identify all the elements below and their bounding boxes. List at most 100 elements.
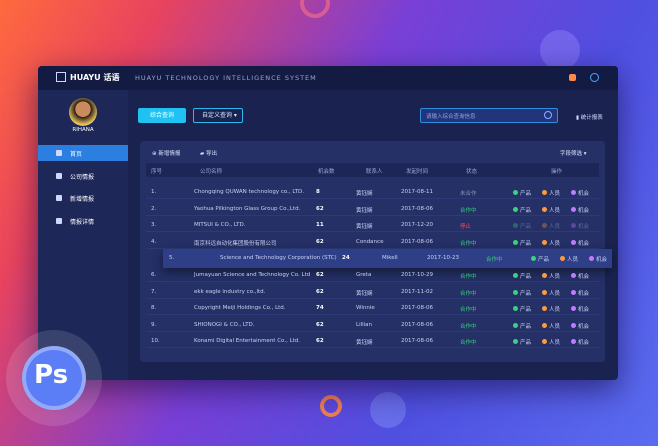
action-label[interactable]: 机会 (578, 290, 590, 297)
action-label[interactable]: 产品 (520, 224, 532, 231)
action-label[interactable]: 机会 (578, 191, 590, 197)
action-label[interactable]: 人员 (549, 323, 561, 330)
action-label[interactable]: 产品 (538, 257, 550, 264)
action-dot[interactable] (542, 206, 547, 212)
menu-icon (56, 150, 62, 156)
action-dot[interactable] (571, 306, 576, 312)
menu-item[interactable]: 情报详情 (70, 218, 95, 226)
search-icon[interactable] (544, 111, 552, 119)
action-dot[interactable] (542, 190, 547, 195)
action-label[interactable]: 人员 (549, 290, 561, 297)
action-dot[interactable] (513, 322, 518, 328)
cell: 合作中 (460, 323, 477, 330)
action-label[interactable]: 人员 (549, 191, 561, 197)
action-dot[interactable] (571, 190, 576, 195)
action-dot[interactable] (513, 273, 518, 278)
action-dot[interactable] (571, 339, 576, 345)
logo-text: HUAYU (70, 73, 101, 82)
cell: 2017-11-02 (401, 288, 433, 295)
row-divider (146, 214, 599, 216)
action-dot[interactable] (542, 322, 547, 328)
action-dot[interactable] (571, 206, 576, 212)
action-dot[interactable] (542, 239, 547, 245)
action-label[interactable]: 产品 (520, 274, 532, 280)
action-dot[interactable] (589, 256, 594, 262)
cell: 8. (151, 305, 157, 312)
action-dot[interactable] (571, 273, 576, 278)
action-dot[interactable] (513, 190, 518, 195)
action-dot[interactable] (531, 256, 536, 262)
action-dot[interactable] (542, 339, 547, 345)
filter-button[interactable]: 字段筛选 ▾ (560, 151, 587, 157)
action-label[interactable]: 人员 (567, 257, 579, 264)
action-label[interactable]: 人员 (549, 340, 561, 347)
action-label[interactable]: 产品 (520, 290, 532, 297)
cell: 停止 (460, 224, 472, 231)
action-label[interactable]: 机会 (578, 224, 590, 231)
action-label[interactable]: 产品 (520, 207, 532, 214)
menu-item[interactable]: 公司情报 (70, 173, 95, 181)
action-dot[interactable] (513, 239, 518, 245)
action-dot[interactable] (513, 306, 518, 312)
search-box[interactable] (420, 108, 558, 123)
cell: 62 (316, 238, 324, 245)
action-dot[interactable] (513, 289, 518, 295)
cell: 1. (151, 189, 157, 195)
cell: 2017-08-06 (401, 205, 433, 212)
action-label[interactable]: 产品 (520, 191, 532, 197)
action-label[interactable]: 产品 (520, 323, 532, 330)
cell: 黄钰娴 (356, 290, 373, 297)
custom-query-label: 自定义查询 (202, 112, 233, 119)
action-dot[interactable] (571, 289, 576, 295)
action-label[interactable]: 人员 (549, 274, 561, 280)
report-link[interactable]: ▮ 统计报表 (576, 115, 603, 121)
action-label[interactable]: 机会 (578, 240, 590, 247)
action-dot[interactable] (560, 256, 565, 262)
cell: 2017-08-06 (401, 305, 433, 312)
export-label: 导出 (205, 151, 217, 157)
action-dot[interactable] (542, 306, 547, 312)
action-dot[interactable] (513, 223, 518, 229)
cell: Science and Technology Corporation (STC) (220, 255, 337, 262)
action-label[interactable]: 机会 (578, 207, 590, 214)
cell: Winnie (356, 305, 375, 312)
action-dot[interactable] (513, 206, 518, 212)
action-dot[interactable] (542, 223, 547, 229)
action-label[interactable]: 机会 (596, 257, 608, 264)
add-button[interactable]: ⊕ 新增情报 (152, 151, 181, 157)
column-header: 操作 (551, 169, 563, 175)
export-button[interactable]: ▰ 导出 (200, 151, 217, 157)
action-dot[interactable] (542, 273, 547, 278)
menu-item[interactable]: 新增情报 (70, 196, 95, 203)
cell: 2017-10-29 (401, 272, 433, 278)
action-dot[interactable] (571, 322, 576, 328)
cell: 11 (316, 222, 324, 229)
action-label[interactable]: 人员 (549, 207, 561, 214)
cell: 7. (151, 288, 157, 295)
table-header (146, 163, 599, 177)
action-label[interactable]: 人员 (549, 240, 561, 247)
action-dot[interactable] (542, 289, 547, 295)
action-label[interactable]: 产品 (520, 307, 532, 314)
action-label[interactable]: 产品 (520, 240, 532, 247)
action-label[interactable]: 机会 (578, 323, 590, 330)
action-label[interactable]: 机会 (578, 340, 590, 347)
bell[interactable] (569, 74, 576, 81)
action-dot[interactable] (571, 239, 576, 245)
menu-item[interactable]: 首页 (70, 151, 83, 158)
action-label[interactable]: 人员 (549, 307, 561, 314)
action-label[interactable]: 机会 (578, 307, 590, 314)
action-dot[interactable] (513, 339, 518, 345)
action-label[interactable]: 机会 (578, 274, 590, 280)
settings[interactable] (590, 73, 599, 82)
cell: MITSUI & CO., LTD. (194, 222, 246, 229)
row-divider (146, 231, 599, 233)
badge-text: Ps (34, 360, 69, 390)
cell: Jumayuan Science and Technology Co. Ltd (194, 272, 311, 278)
custom-query-button[interactable]: 自定义查询 ▾ (193, 108, 243, 123)
query-button[interactable]: 综合查询 (138, 108, 186, 123)
action-label[interactable]: 人员 (549, 224, 561, 231)
action-label[interactable]: 产品 (520, 340, 532, 347)
action-dot[interactable] (571, 223, 576, 229)
